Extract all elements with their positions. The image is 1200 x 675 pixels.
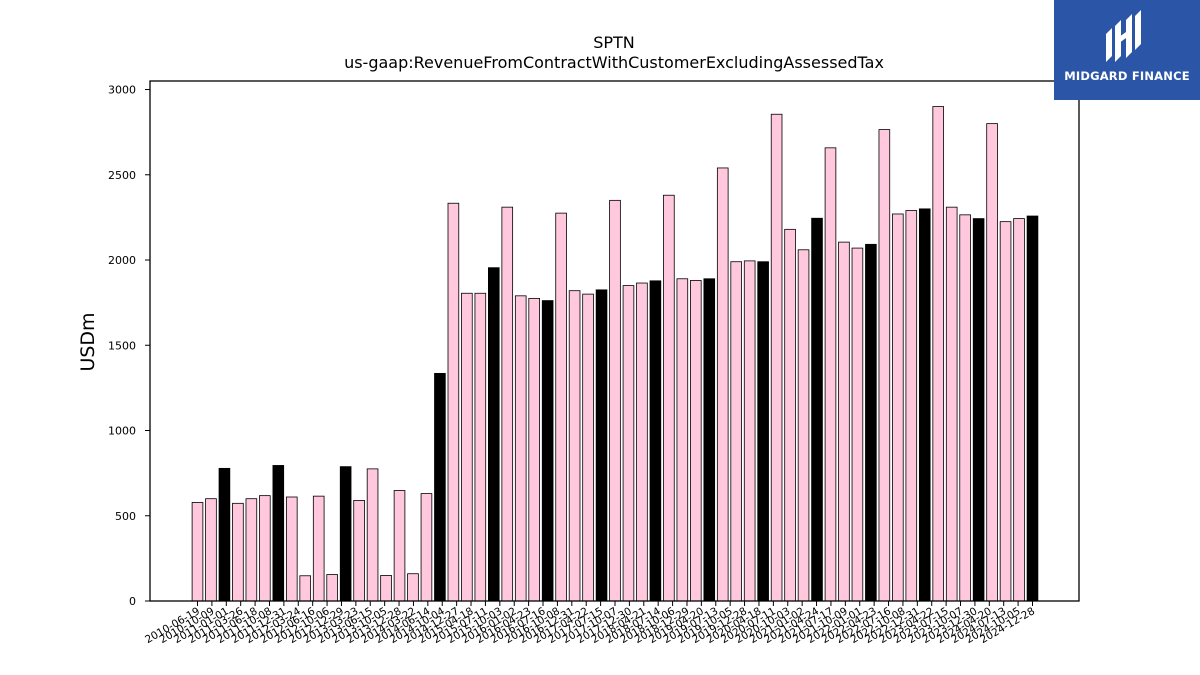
- midgard-finance-logo: MIDGARD FINANCE: [1054, 0, 1200, 100]
- bar: [447, 202, 460, 602]
- y-tick-label: 3000: [108, 84, 136, 97]
- bar: [299, 575, 312, 602]
- bar: [461, 292, 473, 602]
- midgard-logo-icon: [1106, 10, 1141, 62]
- bar: [959, 214, 971, 602]
- bar: [245, 498, 258, 602]
- chart-title: SPTN: [593, 33, 635, 52]
- bar: [757, 261, 769, 602]
- bar: [366, 468, 379, 602]
- bar: [824, 147, 837, 602]
- bar: [851, 247, 864, 602]
- bar: [622, 285, 635, 602]
- bar: [285, 496, 298, 602]
- bar: [474, 292, 487, 602]
- bar: [420, 493, 433, 602]
- bar: [218, 467, 231, 602]
- bar: [393, 490, 406, 602]
- y-tick-label: 2500: [108, 169, 136, 182]
- x-axis-ticks: 2010-06-192010-10-092011-01-012011-03-26…: [143, 601, 1037, 646]
- bar: [797, 249, 810, 602]
- bar: [487, 267, 500, 602]
- bar: [541, 300, 554, 602]
- bar: [730, 261, 742, 602]
- bar: [232, 502, 244, 602]
- bar: [1026, 215, 1039, 602]
- bar: [1013, 218, 1025, 602]
- bar: [878, 129, 891, 602]
- bar: [434, 372, 446, 602]
- bar: [811, 217, 823, 602]
- y-tick-label: 1500: [108, 339, 136, 352]
- bar: [326, 574, 338, 602]
- bar: [865, 243, 877, 602]
- bar: [205, 498, 217, 602]
- bar: [514, 295, 527, 602]
- bar: [353, 500, 365, 602]
- bar: [259, 495, 271, 602]
- bar: [716, 167, 729, 602]
- bar: [380, 575, 392, 602]
- chart-subtitle: us-gaap:RevenueFromContractWithCustomerE…: [344, 53, 884, 72]
- bar: [986, 123, 998, 602]
- logo-text: MIDGARD FINANCE: [1064, 69, 1190, 83]
- bar: [595, 289, 608, 602]
- bar: [918, 208, 931, 602]
- bar: [945, 206, 958, 602]
- bar: [407, 573, 419, 602]
- y-tick-label: 500: [115, 510, 136, 523]
- bar: [892, 213, 904, 602]
- bar: [528, 297, 540, 602]
- y-tick-label: 2000: [108, 254, 136, 267]
- bar: [501, 206, 514, 602]
- bar: [568, 290, 581, 602]
- bar: [272, 465, 285, 602]
- bar: [703, 278, 716, 602]
- bar: [191, 502, 204, 602]
- y-tick-label: 1000: [108, 425, 136, 438]
- bar: [312, 495, 325, 602]
- y-tick-label: 0: [129, 595, 136, 608]
- y-axis-label: USDm: [77, 312, 99, 371]
- bar: [690, 280, 702, 602]
- bar-series: [191, 106, 1039, 602]
- plot-frame: [149, 80, 1080, 602]
- bar: [582, 293, 594, 602]
- bar: [339, 466, 352, 602]
- y-axis-ticks: 0 500 1000 1500 2000 2500 3000: [108, 84, 150, 608]
- bar: [972, 218, 985, 602]
- bar: [905, 210, 918, 602]
- bar: [784, 228, 796, 602]
- bar: [932, 106, 945, 602]
- bar: [636, 282, 648, 602]
- bar: [663, 194, 675, 602]
- bar: [555, 212, 567, 602]
- bar: [770, 113, 783, 602]
- bar: [999, 221, 1012, 602]
- bar: [609, 199, 621, 602]
- bar: [838, 241, 850, 602]
- bar: [649, 280, 662, 602]
- bar: [743, 260, 756, 602]
- bar: [676, 278, 689, 602]
